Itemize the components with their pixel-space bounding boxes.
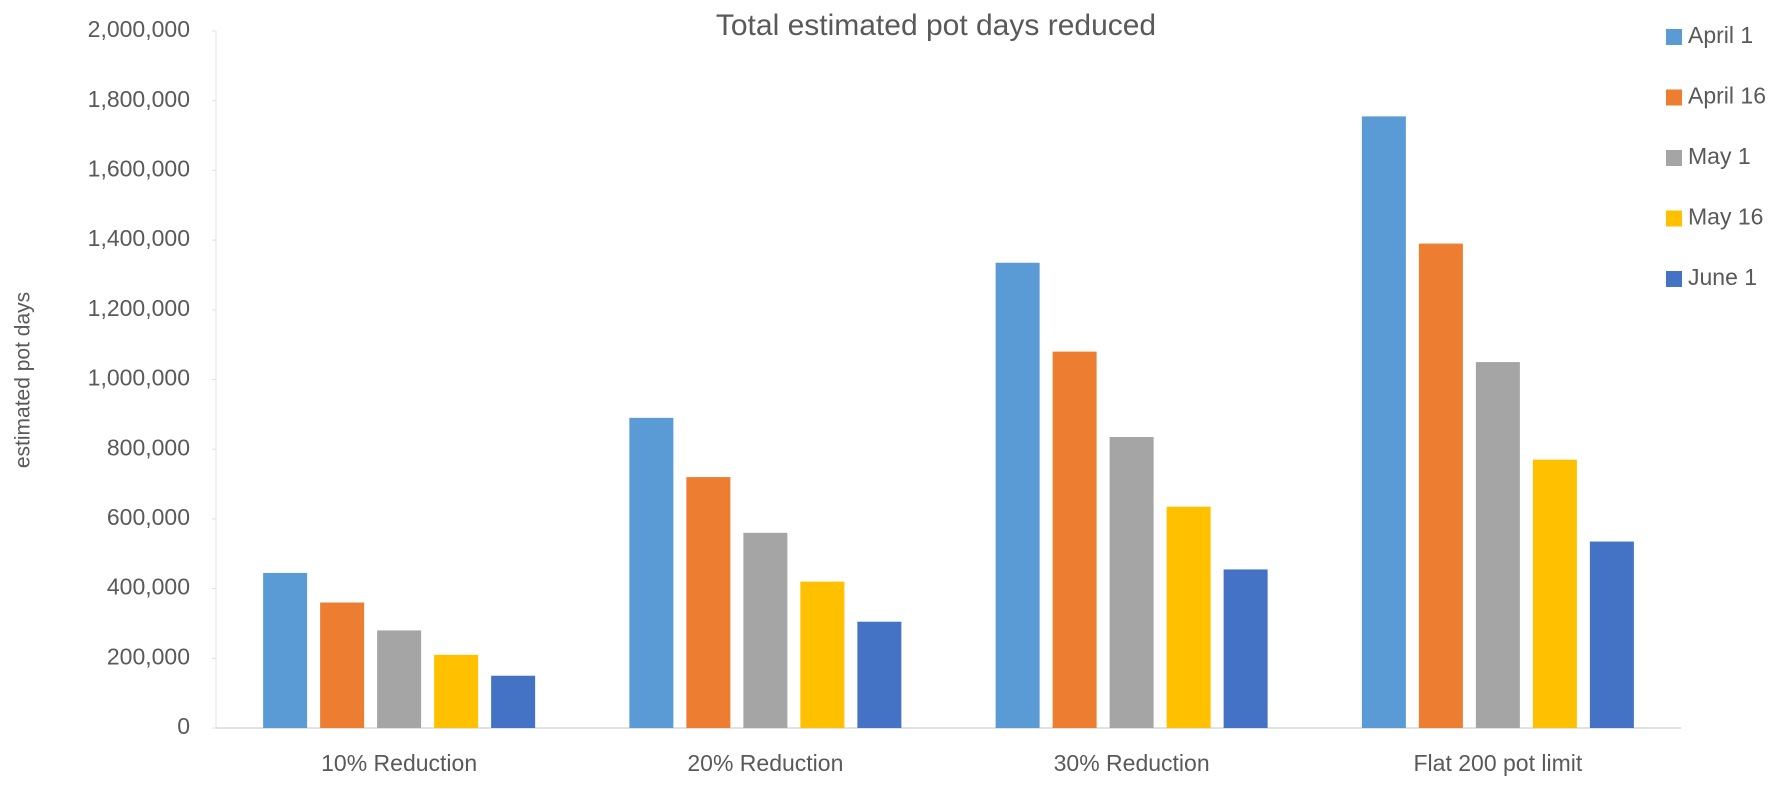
bar xyxy=(686,477,731,728)
x-tick-label: 20% Reduction xyxy=(687,750,843,776)
bar xyxy=(1361,116,1406,728)
legend-swatch xyxy=(1666,29,1682,45)
bar xyxy=(377,630,422,728)
legend-label: May 16 xyxy=(1688,204,1763,230)
x-tick-label: 30% Reduction xyxy=(1054,750,1210,776)
y-tick-label: 400,000 xyxy=(107,574,190,600)
y-tick-label: 1,800,000 xyxy=(88,86,190,112)
y-tick-label: 1,200,000 xyxy=(88,295,190,321)
chart-title: Total estimated pot days reduced xyxy=(716,9,1156,42)
bar xyxy=(1223,569,1268,728)
bar xyxy=(1532,459,1577,728)
legend-swatch xyxy=(1666,150,1682,166)
legend-swatch xyxy=(1666,271,1682,287)
y-tick-label: 1,000,000 xyxy=(88,365,190,391)
bar xyxy=(800,581,845,728)
bar xyxy=(1475,362,1520,728)
y-axis-label: estimated pot days xyxy=(12,292,35,468)
y-tick-label: 200,000 xyxy=(107,643,190,669)
bar xyxy=(629,417,674,728)
y-tick-label: 1,400,000 xyxy=(88,225,190,251)
bar xyxy=(1589,541,1634,728)
bar xyxy=(1166,506,1211,728)
legend-label: April 1 xyxy=(1688,22,1753,48)
bar xyxy=(320,602,365,728)
x-tick-label: Flat 200 pot limit xyxy=(1414,750,1583,776)
bar xyxy=(1418,243,1463,728)
bar xyxy=(995,262,1040,728)
bar xyxy=(263,572,308,728)
bar xyxy=(1052,351,1097,728)
bar xyxy=(434,654,479,728)
y-tick-label: 800,000 xyxy=(107,434,190,460)
bar xyxy=(743,532,788,728)
legend-swatch xyxy=(1666,210,1682,227)
legend-swatch xyxy=(1666,89,1682,106)
bar xyxy=(857,621,902,728)
bar xyxy=(1109,437,1154,728)
y-tick-label: 1,600,000 xyxy=(88,155,190,181)
legend-label: June 1 xyxy=(1688,264,1757,290)
y-tick-label: 2,000,000 xyxy=(88,16,190,42)
legend-label: April 16 xyxy=(1688,83,1766,109)
legend-label: May 1 xyxy=(1688,143,1751,169)
y-tick-label: 600,000 xyxy=(107,504,190,530)
y-tick-label: 0 xyxy=(177,713,190,739)
bar xyxy=(491,675,536,728)
x-tick-label: 10% Reduction xyxy=(321,750,477,776)
